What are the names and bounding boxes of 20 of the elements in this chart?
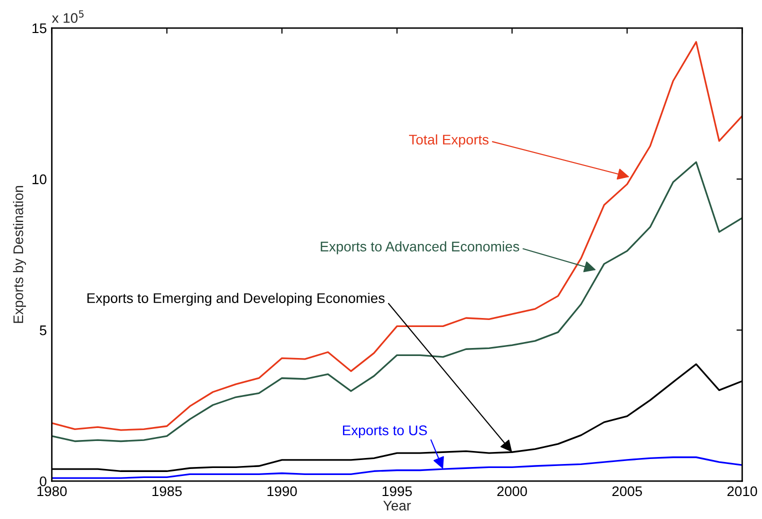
y-tick-label: 15 bbox=[32, 24, 46, 34]
y-tick-label: 0 bbox=[40, 476, 46, 486]
y-tick-label: 5 bbox=[40, 326, 46, 336]
x-tick-label: 1990 bbox=[268, 486, 297, 496]
x-tick-label: 2005 bbox=[612, 486, 642, 496]
x-tick-label: 2000 bbox=[497, 486, 527, 496]
annotation: Exports to Advanced Economies bbox=[320, 241, 520, 254]
line-series bbox=[52, 456, 742, 479]
annotation: Exports to US bbox=[342, 425, 427, 438]
y-axis-title: Exports by Destination bbox=[13, 186, 26, 323]
x-tick-label: 2010 bbox=[727, 486, 758, 496]
x-axis-title: Year bbox=[383, 500, 411, 511]
annotation: Total Exports bbox=[409, 134, 489, 148]
x-tick-label: 1980 bbox=[37, 486, 67, 496]
annotation: Exports to Emerging and Developing Economies bbox=[87, 292, 385, 306]
line-series bbox=[52, 161, 742, 442]
x-tick-label: 1995 bbox=[382, 486, 412, 496]
text: x 10$^{5}$ bbox=[52, 10, 84, 23]
y-tick-label: 10 bbox=[32, 174, 46, 184]
x-tick-label: 1985 bbox=[152, 486, 182, 496]
